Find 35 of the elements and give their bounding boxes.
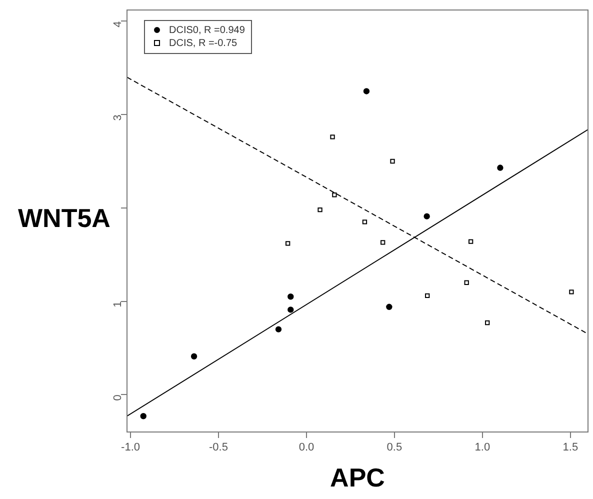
point <box>190 353 198 360</box>
x-tick-label: -0.5 <box>209 442 228 454</box>
x-tick-label: -1.0 <box>121 442 140 454</box>
point <box>363 88 370 94</box>
point <box>380 240 386 245</box>
y-tick-label: 1 <box>112 301 124 308</box>
y-tick-label: 4 <box>112 21 124 28</box>
point <box>288 294 294 300</box>
legend-label: DCIS, R =-0.75 <box>169 38 238 49</box>
point <box>288 306 294 313</box>
x-axis-title: APC <box>330 462 386 493</box>
point <box>569 290 574 294</box>
point <box>464 280 469 285</box>
point <box>140 413 146 420</box>
point <box>318 207 322 212</box>
point <box>285 241 290 246</box>
point <box>425 293 430 298</box>
legend-label: DCIS0, R =0.949 <box>169 25 245 36</box>
point <box>362 220 368 224</box>
point <box>386 304 392 310</box>
y-axis-title: WNT5A <box>18 203 110 234</box>
x-tick-label: 0.5 <box>386 442 402 454</box>
point <box>424 213 430 220</box>
point <box>485 320 490 326</box>
point <box>390 158 395 164</box>
x-tick-label: 1.0 <box>474 442 490 454</box>
point <box>468 239 474 244</box>
y-tick-label: 3 <box>112 114 124 121</box>
x-tick-label: 1.5 <box>562 442 578 454</box>
point <box>332 192 337 198</box>
point <box>497 164 504 171</box>
y-tick-label: 0 <box>112 394 124 401</box>
point <box>330 134 335 140</box>
x-tick-label: 0.0 <box>298 442 314 454</box>
point <box>275 326 282 332</box>
